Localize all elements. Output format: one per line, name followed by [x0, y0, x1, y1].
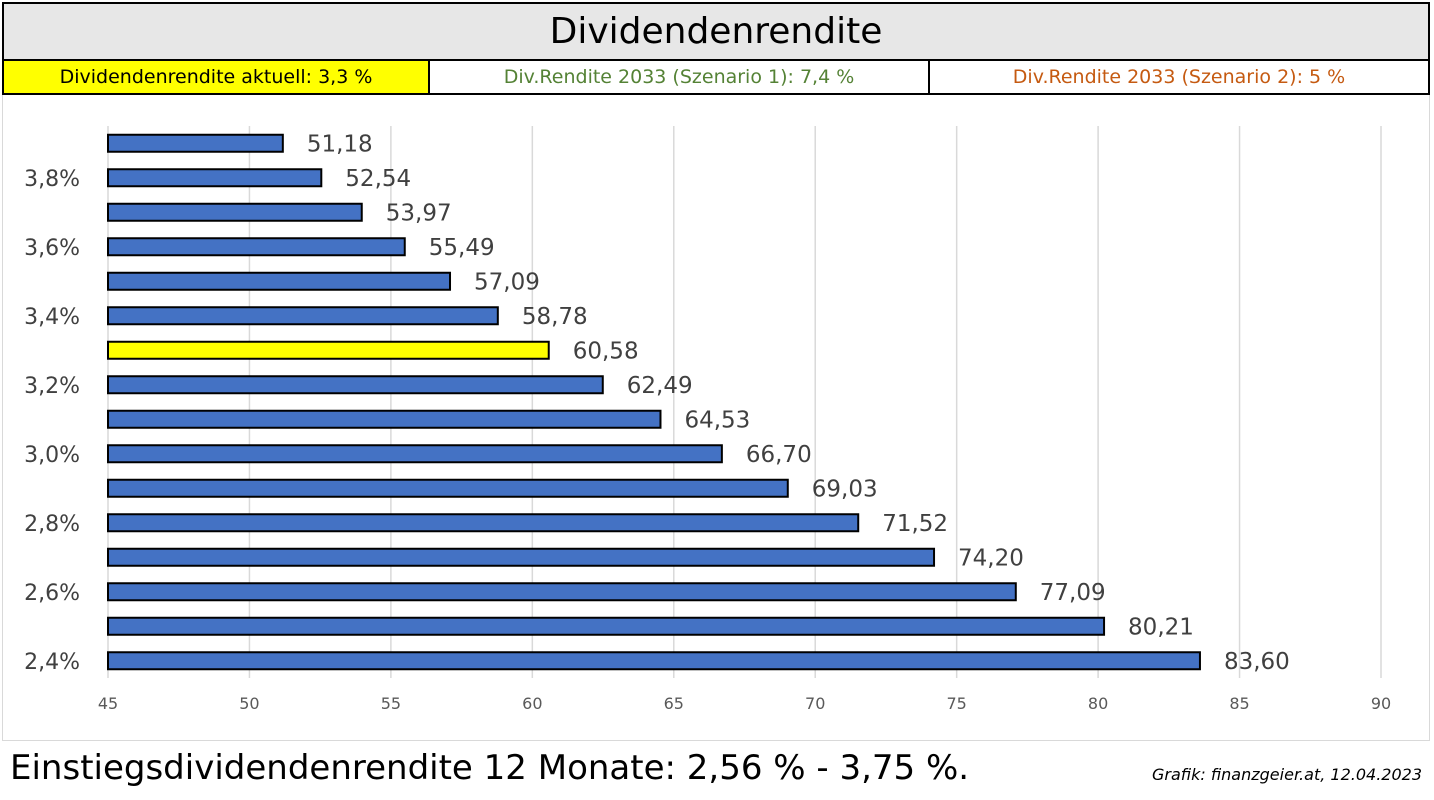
value-label: 62,49	[627, 373, 693, 399]
value-label: 64,53	[684, 407, 750, 433]
bar	[107, 133, 284, 153]
value-label: 69,03	[812, 476, 878, 502]
value-label: 60,58	[573, 338, 639, 364]
bar	[107, 513, 860, 533]
bar-highlight	[107, 340, 550, 360]
current-yield-label: Dividendenrendite aktuell: 3,3 %	[2, 61, 430, 95]
x-tick-label: 50	[239, 694, 259, 713]
y-tick-label: 3,8%	[24, 167, 80, 192]
value-label: 71,52	[882, 511, 948, 537]
value-label: 55,49	[429, 235, 495, 261]
value-label: 83,60	[1224, 649, 1290, 675]
bar	[107, 168, 323, 188]
bar	[107, 409, 662, 429]
value-label: 77,09	[1040, 580, 1106, 606]
bar	[107, 616, 1106, 636]
chart-area: 45 50 55 60 65 70 75 80 85 90 51,18 52,54 3,8% 53,97 5…	[2, 95, 1430, 741]
bar	[107, 547, 936, 567]
x-tick-label: 60	[522, 694, 542, 713]
footer-credit: Grafik: finanzgeier.at, 12.04.2023	[1151, 765, 1422, 784]
value-label: 51,18	[307, 131, 373, 157]
x-tick-label: 55	[381, 694, 401, 713]
chart-title: Dividendenrendite	[2, 2, 1430, 61]
bar	[107, 582, 1017, 602]
bar	[107, 306, 499, 326]
x-tick-label: 45	[98, 694, 118, 713]
y-tick-label: 3,0%	[24, 443, 80, 468]
bar	[107, 375, 604, 395]
bar	[107, 237, 406, 257]
value-label: 57,09	[474, 269, 540, 295]
x-tick-label: 85	[1229, 694, 1249, 713]
value-label: 74,20	[958, 545, 1024, 571]
value-label: 52,54	[345, 166, 411, 192]
x-tick-label: 90	[1371, 694, 1391, 713]
value-label: 53,97	[386, 200, 452, 226]
y-tick-label: 3,6%	[24, 236, 80, 261]
info-row: Dividendenrendite aktuell: 3,3 % Div.Ren…	[2, 61, 1430, 95]
bar	[107, 651, 1201, 671]
y-tick-label: 3,4%	[24, 305, 80, 330]
y-tick-label: 3,2%	[24, 374, 80, 399]
bar	[107, 271, 452, 291]
bar	[107, 478, 789, 498]
y-tick-label: 2,4%	[24, 650, 80, 675]
bar-chart: 45 50 55 60 65 70 75 80 85 90 51,18 52,54 3,8% 53,97 5…	[24, 126, 1391, 713]
x-tick-label: 65	[664, 694, 684, 713]
value-label: 80,21	[1128, 614, 1194, 640]
y-tick-label: 2,8%	[24, 512, 80, 537]
value-label: 66,70	[746, 442, 812, 468]
scenario2-label: Div.Rendite 2033 (Szenario 2): 5 %	[930, 61, 1430, 95]
value-label: 58,78	[522, 304, 588, 330]
footer-note: Einstiegsdividendenrendite 12 Monate: 2,…	[10, 748, 970, 788]
bar	[107, 202, 363, 222]
bar	[107, 444, 723, 464]
x-tick-label: 80	[1088, 694, 1108, 713]
x-tick-label: 75	[946, 694, 966, 713]
scenario1-label: Div.Rendite 2033 (Szenario 1): 7,4 %	[430, 61, 930, 95]
y-tick-label: 2,6%	[24, 581, 80, 606]
x-tick-label: 70	[805, 694, 825, 713]
